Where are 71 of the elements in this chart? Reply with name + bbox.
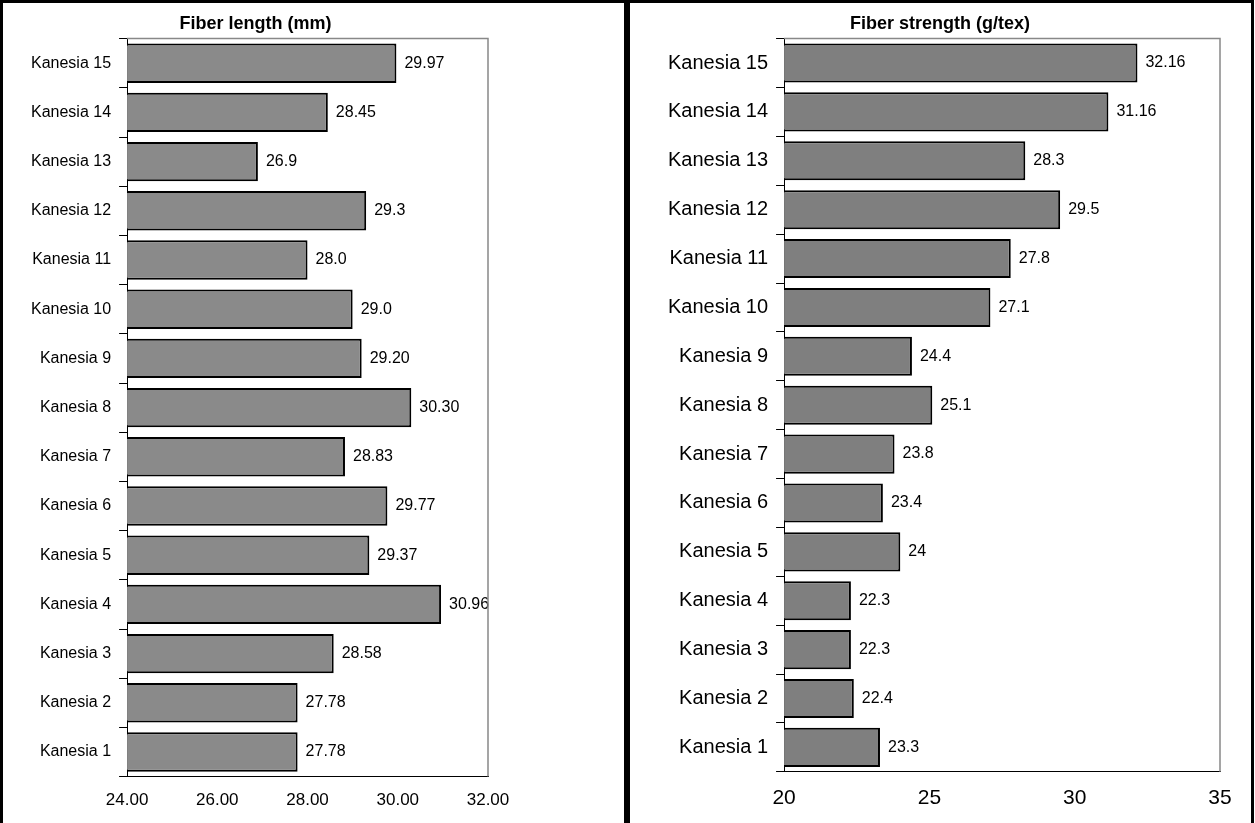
y-tick-label: Kanesia 12 bbox=[31, 201, 112, 219]
data-label: 28.3 bbox=[1033, 151, 1065, 169]
y-tick-label: Kanesia 11 bbox=[669, 246, 769, 269]
y-tick-label: Kanesia 2 bbox=[679, 686, 769, 708]
data-label: 32.16 bbox=[1145, 53, 1186, 71]
data-label: 27.78 bbox=[305, 742, 346, 760]
y-tick-label: Kanesia 14 bbox=[31, 102, 112, 120]
y-tick-label: Kanesia 13 bbox=[31, 152, 112, 170]
data-label: 29.0 bbox=[360, 299, 392, 317]
data-label: 27.8 bbox=[1018, 248, 1050, 266]
y-tick-label: Kanesia 15 bbox=[668, 50, 769, 73]
x-tick-label: 26.00 bbox=[196, 790, 239, 810]
data-label: 22.3 bbox=[858, 640, 891, 658]
y-tick-label: Kanesia 12 bbox=[668, 197, 769, 220]
data-label: 23.4 bbox=[890, 493, 923, 511]
y-tick-label: Kanesia 6 bbox=[39, 496, 112, 514]
data-label: 31.16 bbox=[1116, 102, 1157, 120]
y-tick-label: Kanesia 2 bbox=[39, 693, 112, 711]
y-tick-label: Kanesia 14 bbox=[668, 99, 769, 122]
chart-title: Fiber length (mm) bbox=[179, 12, 332, 33]
y-tick-label: Kanesia 15 bbox=[31, 53, 112, 71]
x-tick-label: 28.00 bbox=[286, 790, 329, 810]
x-tick-label: 25 bbox=[917, 785, 942, 809]
data-label: 28.45 bbox=[335, 102, 376, 120]
y-tick-label: Kanesia 8 bbox=[679, 392, 769, 415]
data-label: 30.96 bbox=[449, 594, 490, 612]
data-label: 29.3 bbox=[374, 201, 406, 219]
y-tick-label: Kanesia 1 bbox=[39, 742, 112, 760]
y-tick-label: Kanesia 9 bbox=[39, 348, 112, 366]
data-label: 27.1 bbox=[998, 297, 1030, 315]
y-tick-label: Kanesia 4 bbox=[39, 594, 112, 612]
data-label: 28.0 bbox=[315, 250, 347, 268]
data-label: 25.1 bbox=[940, 395, 972, 413]
y-tick-label: Kanesia 7 bbox=[679, 441, 769, 464]
data-label: 29.97 bbox=[404, 53, 445, 71]
x-tick-label: 32.00 bbox=[466, 790, 510, 810]
y-tick-label: Kanesia 8 bbox=[39, 398, 112, 416]
data-label: 23.3 bbox=[887, 737, 920, 755]
data-label: 22.4 bbox=[861, 688, 894, 706]
y-tick-label: Kanesia 13 bbox=[668, 148, 769, 171]
data-label: 24.4 bbox=[919, 346, 952, 364]
data-label: 29.20 bbox=[369, 348, 410, 366]
y-tick-label: Kanesia 9 bbox=[679, 343, 769, 366]
data-label: 22.3 bbox=[858, 591, 891, 609]
y-tick-label: Kanesia 10 bbox=[31, 299, 112, 317]
data-label: 28.58 bbox=[341, 644, 382, 662]
chart-title: Fiber strength (g/tex) bbox=[849, 12, 1031, 33]
data-label: 30.30 bbox=[419, 398, 460, 416]
y-tick-label: Kanesia 4 bbox=[679, 588, 769, 611]
data-label: 26.9 bbox=[265, 152, 298, 170]
y-tick-label: Kanesia 11 bbox=[32, 250, 112, 268]
data-label: 28.83 bbox=[352, 447, 394, 465]
y-tick-label: Kanesia 10 bbox=[668, 294, 769, 317]
data-label: 27.78 bbox=[305, 693, 346, 711]
y-tick-label: Kanesia 3 bbox=[39, 644, 112, 662]
x-tick-label: 35 bbox=[1208, 785, 1232, 809]
y-tick-label: Kanesia 6 bbox=[679, 490, 769, 513]
x-tick-label: 24.00 bbox=[105, 790, 149, 810]
data-label: 29.77 bbox=[395, 496, 436, 514]
data-label: 29.5 bbox=[1068, 200, 1100, 218]
x-tick-label: 30.00 bbox=[376, 790, 420, 810]
y-tick-label: Kanesia 5 bbox=[39, 545, 112, 563]
y-tick-label: Kanesia 7 bbox=[39, 447, 112, 465]
y-tick-label: Kanesia 1 bbox=[679, 734, 769, 757]
data-label: 24 bbox=[908, 542, 927, 560]
x-tick-label: 30 bbox=[1063, 785, 1087, 809]
y-tick-label: Kanesia 5 bbox=[679, 539, 769, 562]
x-tick-label: 20 bbox=[772, 785, 796, 809]
data-label: 29.37 bbox=[377, 545, 418, 563]
y-tick-label: Kanesia 3 bbox=[679, 637, 769, 660]
data-label: 23.8 bbox=[902, 444, 934, 462]
